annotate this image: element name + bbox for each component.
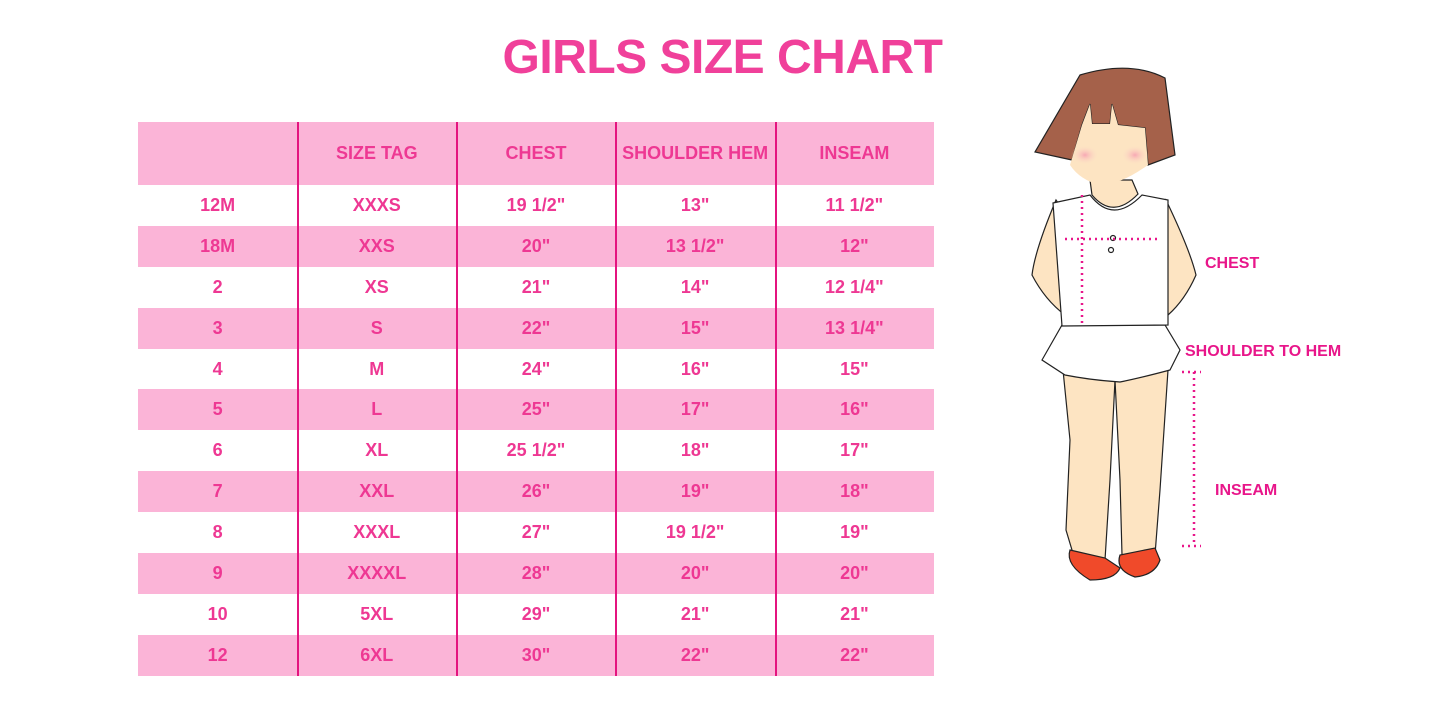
table-cell: 18M [200, 235, 236, 256]
table-row: 5 L 25" 17" 16" [138, 389, 934, 431]
table-cell: 13 1/2" [665, 235, 725, 256]
face [1070, 104, 1148, 185]
table-cell: 13 1/4" [825, 317, 884, 338]
girl-measurement-illustration [1031, 67, 1201, 581]
table-cell: 12 [207, 644, 228, 665]
table-cell: 14" [680, 276, 710, 297]
table-cell: 19" [840, 522, 869, 543]
table-cell: 2 [212, 276, 223, 297]
table-cell: 17" [680, 399, 710, 420]
table-cell: 16" [680, 358, 710, 379]
shoes [1068, 549, 1121, 581]
table-cell: 5XL [360, 603, 394, 624]
table-cell: 26" [521, 481, 551, 502]
table-cell: 22" [840, 644, 869, 665]
table-cell: 22" [521, 317, 551, 338]
table-cell: 3 [212, 317, 223, 338]
table-cell: 12 1/4" [825, 276, 884, 297]
table-cell: XXS [358, 235, 395, 256]
table-cell: 4 [212, 358, 223, 379]
table-cell: XL [365, 440, 389, 461]
table-cell: S [370, 317, 383, 338]
table-cell: SIZE TAG [335, 143, 418, 163]
table-cell: 18" [680, 440, 710, 461]
column-divider [775, 122, 777, 676]
table-cell: 12M [200, 194, 236, 215]
column-divider [456, 122, 458, 676]
table-cell: M [369, 358, 385, 379]
table-cell: 20" [840, 562, 869, 583]
table-cell: 27" [521, 522, 551, 543]
table-cell: 29" [521, 603, 551, 624]
table-cell: INSEAM [819, 143, 890, 163]
table-cell: 18" [840, 481, 869, 502]
size-table: SIZE TAG CHEST SHOULDER HEM INSEAM 12M XXXS 19… [138, 122, 934, 676]
table-row: 7 XXL 26" 19" 18" [138, 471, 934, 513]
table-cell: 9 [212, 562, 223, 583]
table-cell: 19 1/2" [665, 522, 725, 543]
table-row: 12 6XL 30" 22" 22" [138, 634, 934, 676]
table-cell: 6 [212, 440, 223, 461]
inseam-label: INSEAM [1215, 482, 1278, 499]
page-title: GIRLS SIZE CHART [502, 31, 943, 84]
table-cell: XXL [359, 481, 395, 502]
table-cell: 6XL [360, 644, 394, 665]
table-cell: 13" [680, 194, 710, 215]
table-cell: 15" [840, 358, 869, 379]
table-cell: 22" [680, 644, 710, 665]
table-cell: 30" [521, 644, 551, 665]
table-cell: 25" [521, 399, 551, 420]
table-cell: 10 [207, 603, 228, 624]
table-row: 18M XXS 20" 13 1/2" 12" [138, 225, 934, 267]
table-cell: 21" [680, 603, 710, 624]
table-cell: 20" [680, 562, 710, 583]
column-divider [297, 122, 299, 676]
table-row: 12M XXXS 19 1/2" 13" 11 1/2" [138, 185, 934, 226]
table-row: 9 XXXXL 28" 20" 20" [138, 553, 934, 594]
table-cell: 28" [521, 562, 551, 583]
legs [1061, 359, 1169, 561]
shoulder-to-hem-label: SHOULDER TO HEM [1185, 343, 1342, 360]
table-cell: 19 1/2" [506, 194, 566, 215]
table-cell: 17" [840, 440, 869, 461]
table-row: 2 XS 21" 14" 12 1/4" [138, 267, 934, 308]
table-cell: 16" [840, 399, 869, 420]
table-cell: XXXL [353, 522, 401, 543]
table-cell: 21" [521, 276, 551, 297]
table-cell: 20" [521, 235, 551, 256]
table-cell: 7 [212, 481, 223, 502]
table-cell: SHOULDER HEM [622, 143, 769, 163]
table-cell: XXXXL [347, 562, 407, 583]
table-row: 4 M 24" 16" 15" [138, 349, 934, 390]
table-row: 8 XXXL 27" 19 1/2" 19" [138, 512, 934, 553]
table-row: 6 XL 25 1/2" 18" 17" [138, 430, 934, 471]
table-cell: 19" [680, 481, 710, 502]
table-cell: 11 1/2" [825, 194, 884, 215]
table-cell: L [371, 399, 383, 420]
table-cell: CHEST [505, 143, 567, 163]
column-divider [615, 122, 617, 676]
table-cell: 8 [212, 522, 223, 543]
table-cell: 21" [840, 603, 869, 624]
table-cell: 15" [680, 317, 710, 338]
table-cell: 25 1/2" [506, 440, 566, 461]
table-cell: 5 [212, 399, 223, 420]
chest-label: CHEST [1205, 255, 1260, 272]
table-row: 3 S 22" 15" 13 1/4" [138, 307, 934, 349]
table-cell: 24" [521, 358, 551, 379]
table-cell: XXXS [352, 194, 401, 215]
table-cell: 12" [840, 235, 869, 256]
table-header-row: SIZE TAG CHEST SHOULDER HEM INSEAM [138, 122, 934, 185]
table-row: 10 5XL 29" 21" 21" [138, 594, 934, 635]
table-cell: XS [364, 276, 389, 297]
